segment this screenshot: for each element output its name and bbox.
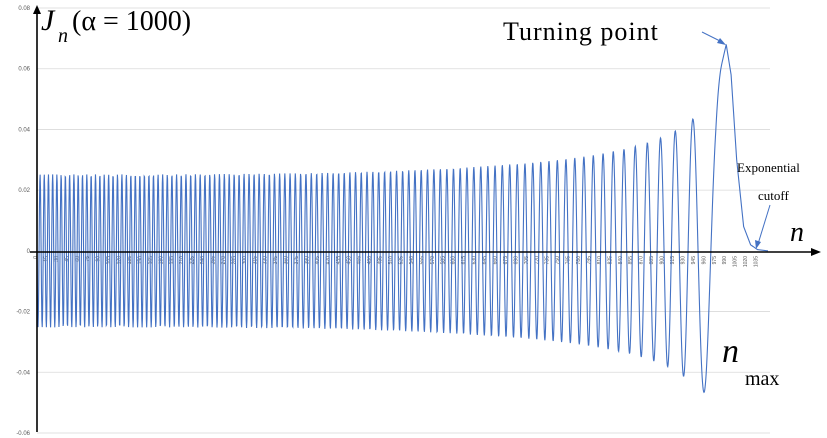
x-axis-arrowhead [811,248,821,256]
x-tick-label: 675 [503,256,509,265]
x-tick-label: 225 [190,256,196,265]
x-tick-label: 1020 [743,256,749,267]
x-tick-label: 0 [33,256,39,259]
x-tick-label: 885 [649,256,655,265]
x-tick-label: 600 [451,256,457,265]
x-tick-label: 1035 [754,256,760,267]
y-tick-label: 0.08 [18,6,30,12]
x-tick-label: 270 [221,256,227,265]
exponential-cutoff-arrow [757,204,771,245]
x-tick-label: 150 [137,256,143,265]
x-tick-label: 855 [628,256,634,265]
x-tick-label: 420 [325,256,331,265]
x-tick-label: 750 [555,256,561,265]
y-axis-title-subscript: n [58,25,68,47]
y-axis-arrowhead [33,5,41,14]
x-tick-label: 240 [200,256,206,265]
x-tick-label: 195 [169,256,175,265]
x-tick-label: 15 [43,256,49,262]
turning-point-label: Turning point [503,17,659,46]
x-tick-label: 60 [75,256,81,262]
n-max-symbol: n [722,333,739,370]
y-tick-label: 0.06 [18,67,30,73]
y-tick-label: -0.04 [16,370,30,376]
x-tick-label: 645 [482,256,488,265]
axes [30,5,821,432]
x-tick-label: 105 [106,256,112,265]
y-axis-title-args: (α = 1000) [72,6,191,37]
n-max-subscript: max [745,368,779,390]
x-tick-label: 480 [367,256,373,265]
x-tick-label: 660 [492,256,498,265]
x-tick-label: 45 [64,256,70,262]
exponential-cutoff-label-line1: Exponential [737,160,800,175]
x-tick-label: 435 [336,256,342,265]
bessel-curve-line [36,44,769,394]
y-tick-label: 0.02 [18,188,30,194]
x-tick-label: 120 [117,256,123,265]
x-tick-label: 735 [545,256,551,265]
x-tick-label: 930 [680,256,686,265]
x-tick-label: 870 [639,256,645,265]
x-tick-label: 900 [660,256,666,265]
x-tick-label: 960 [701,256,707,265]
x-axis-title: n [790,217,804,248]
x-tick-label: 540 [409,256,415,265]
x-tick-label: 1005 [733,256,739,267]
x-tick-label: 510 [388,256,394,265]
x-tick-label: 570 [430,256,436,265]
y-axis-title-symbol: J [41,4,56,37]
x-tick-label: 915 [670,256,676,265]
x-tick-label: 450 [346,256,352,265]
gridlines [37,7,770,434]
x-tick-label: 165 [148,256,154,265]
exponential-cutoff-arrowhead [755,240,761,249]
x-tick-label: 795 [586,256,592,265]
y-tick-labels: 0.08 0.06 0.04 0.02 0 -0.02 -0.04 -0.06 [16,6,30,437]
exponential-cutoff-label-line2: cutoff [758,188,789,203]
x-tick-label: 990 [722,256,728,265]
x-tick-label: 630 [472,256,478,265]
x-tick-label: 615 [461,256,467,265]
x-tick-label: 690 [513,256,519,265]
y-tick-label: 0.04 [18,127,30,133]
x-tick-label: 945 [691,256,697,265]
y-tick-label: -0.06 [16,431,30,437]
x-tick-label: 975 [712,256,718,265]
x-tick-label: 285 [231,256,237,265]
y-tick-label: -0.02 [16,310,30,316]
x-tick-label: 720 [534,256,540,265]
x-tick-label: 300 [242,256,248,265]
x-tick-label: 585 [440,256,446,265]
x-tick-label: 780 [576,256,582,265]
x-tick-label: 30 [54,256,60,262]
y-tick-label: 0 [27,249,31,255]
turning-point-arrowhead [717,38,726,45]
